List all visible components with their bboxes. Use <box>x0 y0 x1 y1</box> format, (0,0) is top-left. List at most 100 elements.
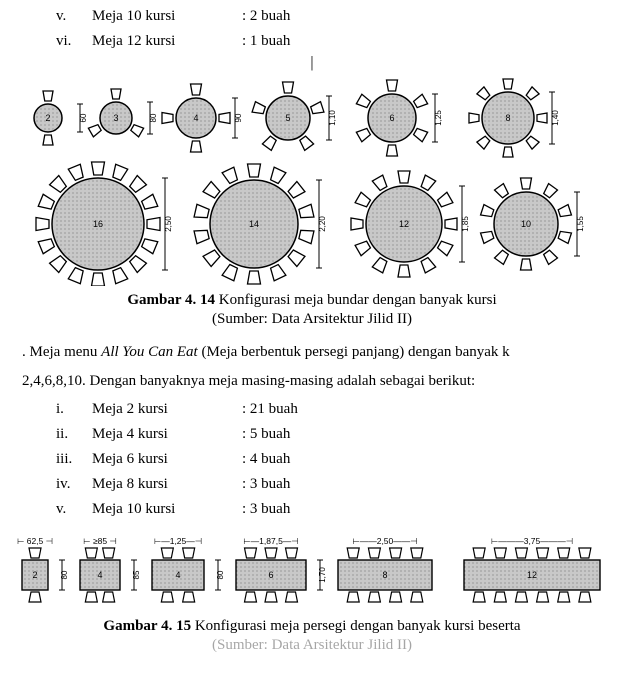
chair-icon <box>515 548 527 558</box>
top-list: v. Meja 10 kursi : 2 buah vi. Meja 12 ku… <box>16 8 608 50</box>
chair-icon <box>526 87 539 100</box>
chair-icon <box>130 256 147 273</box>
list-value: : 1 buah <box>242 33 290 50</box>
list-num: i. <box>56 401 92 418</box>
chair-icon <box>29 592 41 602</box>
chair-icon <box>521 259 532 270</box>
chair-icon <box>113 268 128 284</box>
chair-icon <box>252 102 265 114</box>
chair-icon <box>245 592 257 602</box>
chair-icon <box>477 87 490 100</box>
table-seat-count: 12 <box>399 219 409 229</box>
chair-icon <box>579 548 591 558</box>
table-seat-count: 3 <box>113 113 118 123</box>
chair-icon <box>88 125 101 137</box>
chair-icon <box>222 167 237 183</box>
list-item: v.Meja 10 kursi: 3 buah <box>56 501 608 518</box>
list-value: : 3 buah <box>242 501 290 518</box>
dim-text: 1,85 <box>461 216 470 232</box>
chair-icon <box>248 164 261 177</box>
list-label: Meja 12 kursi <box>92 33 242 50</box>
list-num: v. <box>56 8 92 25</box>
chair-icon <box>191 141 202 152</box>
chair-icon <box>142 239 158 254</box>
chair-icon <box>411 592 423 602</box>
dim-text: 80 <box>149 113 158 122</box>
table-seat-count: 5 <box>285 113 290 123</box>
round-tables-svg: 26038049051,1061,2581,40162,50142,20121,… <box>16 76 608 286</box>
chair-icon <box>537 592 549 602</box>
chair-icon <box>142 194 158 209</box>
chair-icon <box>438 241 453 256</box>
chair-icon <box>495 250 509 264</box>
chair-icon <box>390 548 402 558</box>
dim-text: ⊢—1,25—⊣ <box>154 536 203 546</box>
list-item: iv.Meja 8 kursi: 3 buah <box>56 476 608 493</box>
dim-text: ⊢ 62,5 ⊣ <box>17 536 54 546</box>
chair-icon <box>387 80 398 91</box>
round-table: 260 <box>34 91 88 145</box>
chair-icon <box>265 592 277 602</box>
chair-icon <box>43 91 53 101</box>
rect-table: 4⊢—1,25—⊣80 <box>152 536 225 602</box>
list-label: Meja 2 kursi <box>92 401 242 418</box>
chair-icon <box>356 128 370 141</box>
list-num: ii. <box>56 426 92 443</box>
chair-icon <box>469 113 479 123</box>
chair-icon <box>438 192 453 207</box>
list-num: v. <box>56 501 92 518</box>
chair-icon <box>473 548 485 558</box>
round-table: 51,10 <box>252 82 337 150</box>
table-seat-count: 8 <box>505 113 510 123</box>
list-label: Meja 10 kursi <box>92 501 242 518</box>
chair-icon <box>194 230 209 243</box>
dim-text: ⊢——2,50——⊣ <box>352 536 418 546</box>
chair-icon <box>558 205 571 217</box>
para-line2: 2,4,6,8,10. Dengan banyaknya meja masing… <box>22 373 475 389</box>
table-seat-count: 2 <box>45 113 50 123</box>
chair-icon <box>92 273 105 286</box>
table-seat-count: 2 <box>32 570 37 580</box>
chair-icon <box>526 136 539 149</box>
paragraph: . Meja menu All You Can Eat (Meja berben… <box>22 338 608 395</box>
chair-icon <box>203 250 220 266</box>
list-item: iii.Meja 6 kursi: 4 buah <box>56 451 608 468</box>
chair-icon <box>368 548 380 558</box>
chair-icon <box>421 175 436 190</box>
chair-icon <box>558 231 571 243</box>
chair-icon <box>85 592 97 602</box>
chair-icon <box>36 218 49 231</box>
chair-icon <box>38 239 54 254</box>
chair-icon <box>288 182 305 198</box>
chair-icon <box>372 258 387 273</box>
table-seat-count: 16 <box>93 219 103 229</box>
dim-text: 1,70 <box>318 567 327 583</box>
chair-icon <box>537 113 547 123</box>
chair-icon <box>558 592 570 602</box>
chair-icon <box>311 102 324 114</box>
list-value: : 21 buah <box>242 401 298 418</box>
rect-table: 4⊢ ≥85 ⊣85 <box>80 536 141 602</box>
table-seat-count: 6 <box>268 570 273 580</box>
chair-icon <box>262 136 276 150</box>
chair-icon <box>351 218 363 230</box>
chair-icon <box>411 548 423 558</box>
chair-icon <box>356 94 370 107</box>
chair-icon <box>286 548 298 558</box>
chair-icon <box>130 176 147 193</box>
dim-text: 85 <box>132 570 141 579</box>
list-value: : 4 buah <box>242 451 290 468</box>
list-item: v. Meja 10 kursi : 2 buah <box>56 8 608 25</box>
chair-icon <box>147 218 160 231</box>
chair-icon <box>398 265 410 277</box>
chair-icon <box>29 548 41 558</box>
chair-icon <box>355 192 370 207</box>
list-label: Meja 8 kursi <box>92 476 242 493</box>
chair-icon <box>537 548 549 558</box>
chair-icon <box>271 265 286 281</box>
dim-text: ⊢ ≥85 ⊣ <box>83 536 117 546</box>
dim-text: 1,10 <box>328 110 337 126</box>
chair-icon <box>558 548 570 558</box>
chair-icon <box>347 592 359 602</box>
chair-icon <box>495 184 509 198</box>
